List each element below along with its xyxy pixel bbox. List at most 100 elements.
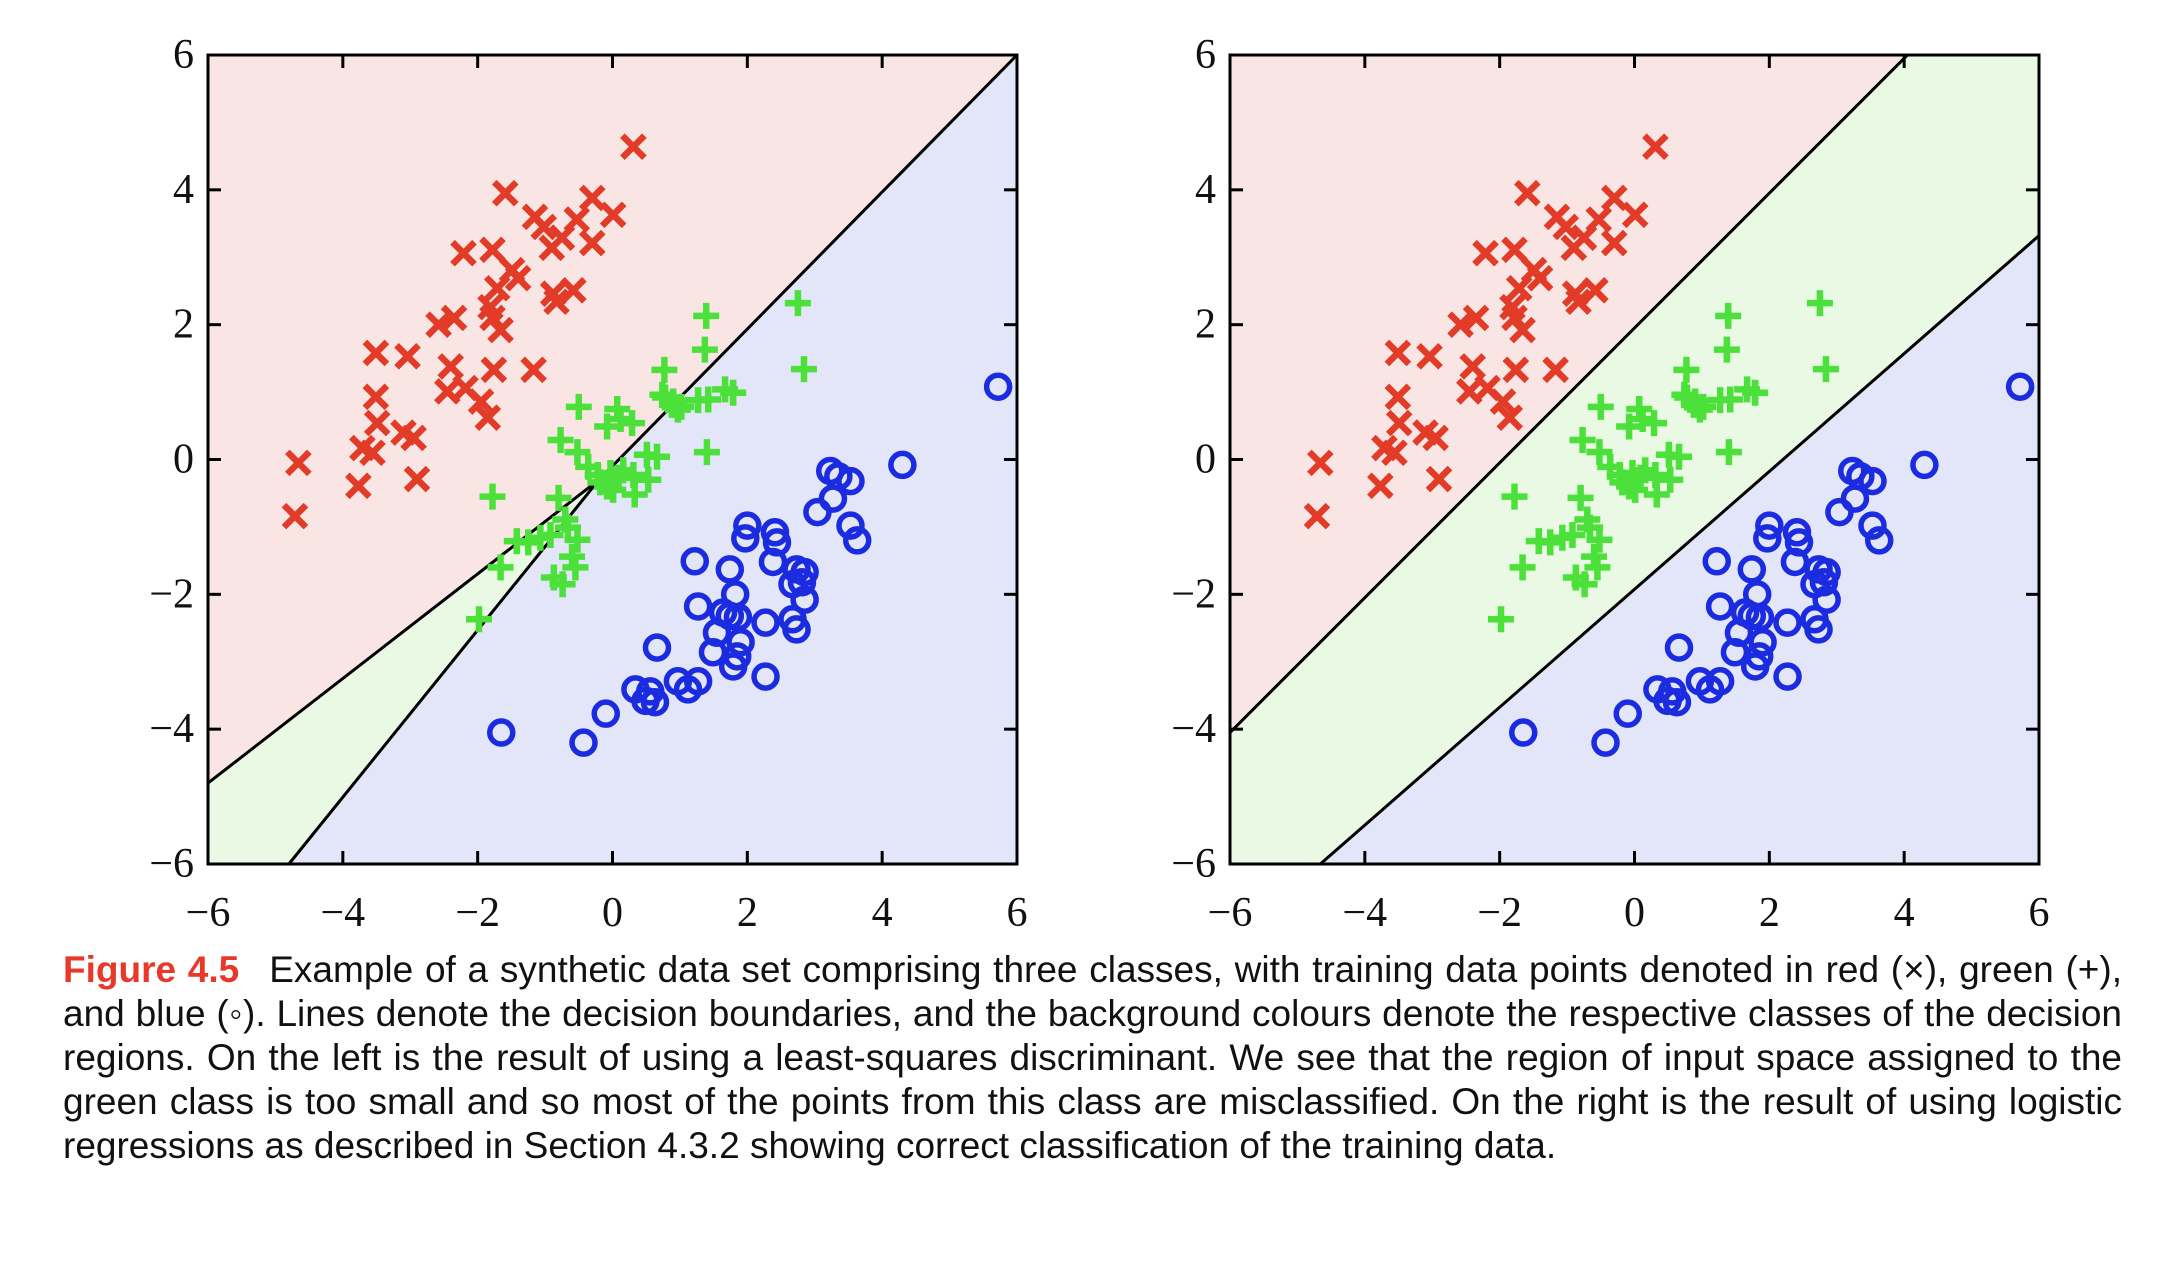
data-point-red-x — [467, 388, 495, 415]
data-point-green-plus — [1657, 466, 1684, 493]
data-point-red-x — [599, 201, 627, 229]
right-logistic-regression-x-tick-label: −2 — [1477, 890, 1522, 936]
right-logistic-regression-x-tick-label: −6 — [1208, 890, 1253, 936]
data-point-red-x — [1501, 236, 1528, 264]
data-point-red-x — [363, 409, 391, 437]
right-logistic-regression-y-tick-label: −2 — [1171, 571, 1216, 617]
data-point-red-x — [1381, 439, 1408, 467]
data-point-red-x — [492, 179, 519, 207]
data-point-red-x — [1505, 274, 1533, 302]
right-logistic-regression-x-tick-label: 0 — [1624, 890, 1645, 936]
data-point-blue-circle — [718, 652, 748, 681]
data-point-green-plus — [547, 426, 574, 453]
data-point-red-x — [1509, 316, 1536, 344]
data-point-red-x — [530, 213, 558, 241]
data-point-red-x — [1462, 304, 1490, 332]
data-point-red-x — [560, 276, 587, 304]
data-point-blue-circle — [983, 372, 1013, 401]
data-point-blue-circle — [803, 497, 832, 527]
data-point-red-x — [1642, 133, 1669, 160]
data-point-green-plus — [1501, 483, 1528, 510]
data-point-blue-circle — [1591, 728, 1620, 757]
data-point-blue-circle — [1705, 667, 1735, 696]
data-point-blue-circle — [1773, 608, 1802, 637]
data-point-green-plus — [621, 481, 648, 508]
data-point-green-plus — [487, 554, 514, 581]
data-point-blue-circle — [1613, 699, 1643, 728]
data-point-green-plus — [1707, 387, 1734, 414]
data-point-red-x — [359, 439, 386, 467]
data-point-red-x — [1472, 239, 1499, 267]
data-point-green-plus — [527, 524, 554, 551]
data-point-blue-circle — [1755, 511, 1784, 540]
data-point-red-x — [1600, 184, 1628, 212]
data-point-red-x — [479, 236, 506, 264]
data-point-green-plus — [1629, 406, 1656, 433]
right-logistic-regression-y-tick-label: 0 — [1195, 437, 1216, 483]
data-point-green-plus — [635, 466, 662, 493]
data-point-blue-circle — [1804, 615, 1833, 644]
data-point-blue-circle — [1509, 718, 1538, 747]
data-point-green-plus — [562, 554, 589, 581]
data-point-red-x — [362, 339, 390, 367]
data-point-blue-circle — [569, 728, 598, 757]
data-point-red-x — [483, 274, 511, 302]
data-point-green-plus — [1616, 413, 1643, 440]
left-least-squares-series-blue-circle — [487, 372, 1013, 757]
data-point-red-x — [281, 502, 309, 530]
data-point-red-x — [1514, 179, 1541, 207]
left-least-squares-series-green-plus — [466, 290, 817, 633]
data-point-blue-circle — [1748, 627, 1777, 657]
right-logistic-regression-y-tick-label: −6 — [1171, 841, 1216, 887]
data-point-blue-circle — [642, 633, 672, 662]
data-point-red-x — [285, 449, 312, 477]
data-point-green-plus — [607, 406, 634, 433]
data-point-red-x — [1552, 213, 1580, 241]
data-point-red-x — [1303, 502, 1331, 530]
data-point-green-plus — [587, 469, 614, 496]
right-logistic-regression-x-tick-label: 6 — [2029, 890, 2050, 936]
data-point-red-x — [520, 356, 547, 384]
data-point-green-plus — [1713, 336, 1740, 363]
right-logistic-regression-series-red-cross — [1303, 133, 1669, 530]
left-least-squares-x-tick-label: −6 — [186, 890, 231, 936]
data-point-green-plus — [1673, 356, 1700, 383]
data-point-blue-circle — [1753, 524, 1782, 553]
data-point-green-plus — [565, 393, 592, 420]
data-point-red-x — [578, 229, 606, 257]
data-point-blue-circle — [782, 615, 811, 644]
right-logistic-regression-series-blue-circle — [1509, 372, 2035, 757]
data-point-blue-circle — [1812, 585, 1841, 614]
data-point-green-plus — [1715, 302, 1742, 329]
data-point-blue-circle — [1773, 662, 1802, 691]
data-point-red-x — [487, 316, 514, 344]
data-point-red-x — [480, 356, 508, 384]
data-point-green-plus — [784, 290, 811, 317]
data-point-blue-circle — [1705, 592, 1735, 621]
data-point-green-plus — [545, 484, 572, 511]
data-point-red-x — [425, 311, 452, 338]
data-point-red-x — [1384, 339, 1412, 367]
data-point-red-x — [1565, 288, 1592, 316]
data-point-blue-circle — [683, 592, 713, 621]
data-point-green-plus — [1571, 571, 1598, 598]
data-point-green-plus — [691, 336, 718, 363]
data-point-green-plus — [790, 356, 817, 383]
data-point-red-x — [578, 184, 606, 212]
data-point-red-x — [345, 472, 372, 500]
data-point-blue-circle — [1737, 555, 1767, 584]
data-point-blue-circle — [1864, 526, 1894, 555]
left-least-squares-y-tick-label: 0 — [173, 437, 194, 483]
data-point-red-x — [1447, 311, 1474, 338]
data-point-green-plus — [1806, 290, 1833, 317]
right-logistic-regression-decision-boundary-0 — [1228, 53, 1909, 734]
data-point-green-plus — [1686, 396, 1713, 423]
data-point-red-x — [1425, 465, 1453, 493]
right-logistic-regression-y-tick-label: 4 — [1195, 167, 1216, 213]
data-point-green-plus — [503, 528, 530, 555]
data-point-red-x — [1502, 356, 1530, 384]
data-point-green-plus — [564, 439, 591, 466]
data-point-green-plus — [466, 606, 493, 633]
right-logistic-regression-series-green-plus — [1488, 290, 1839, 633]
